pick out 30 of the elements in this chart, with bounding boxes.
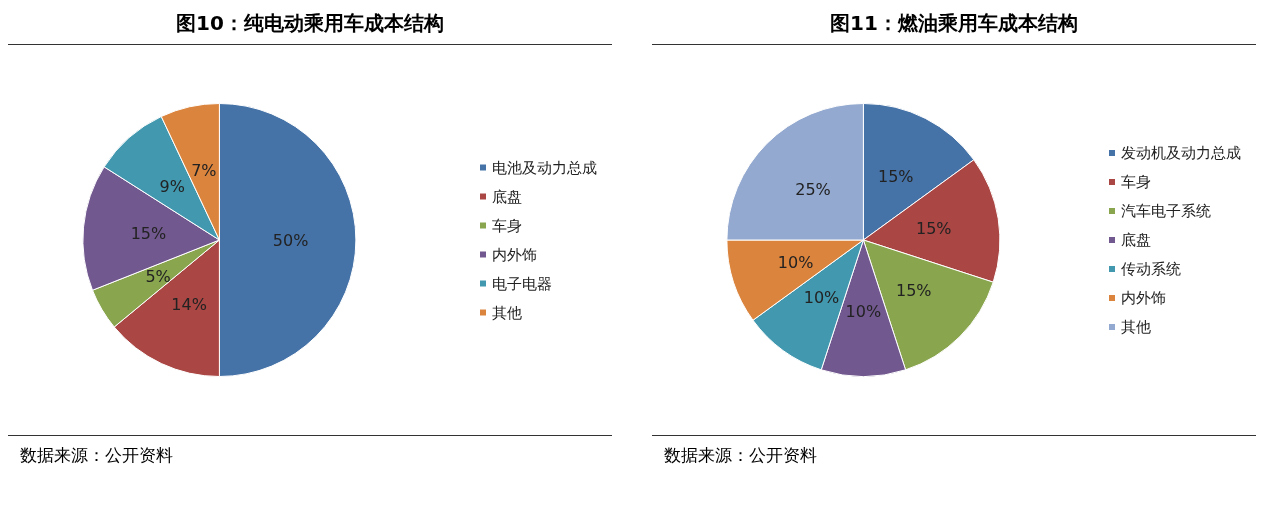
data-label: 15% (877, 167, 914, 187)
legend-label: 电池及动力总成 (492, 158, 597, 177)
source-note: 数据来源：公开资料 (19, 444, 174, 467)
source-note: 数据来源：公开资料 (663, 444, 818, 467)
data-label: 15% (915, 219, 952, 239)
data-label: 50% (272, 230, 309, 250)
chart-title: 图10：纯电动乘用车成本结构 (175, 10, 445, 37)
legend-label: 其他 (492, 303, 522, 322)
data-label: 7% (191, 160, 217, 180)
data-label: 10% (845, 301, 882, 321)
data-label: 10% (777, 252, 814, 272)
data-label: 15% (130, 223, 167, 243)
legend-label: 电子电器 (492, 274, 552, 293)
chart-title: 图11：燃油乘用车成本结构 (829, 10, 1079, 37)
legend-label: 其他 (1121, 318, 1151, 336)
legend-label: 内外饰 (492, 245, 537, 264)
data-label: 10% (803, 288, 840, 308)
legend-label: 传动系统 (1121, 260, 1181, 278)
legend-label: 汽车电子系统 (1121, 202, 1211, 220)
legend-label: 底盘 (492, 187, 522, 206)
data-label: 15% (896, 280, 932, 300)
legend-label: 内外饰 (1121, 289, 1166, 307)
legend-label: 底盘 (1121, 231, 1151, 249)
data-label: 25% (795, 180, 831, 200)
legend-label: 车身 (1121, 173, 1151, 191)
legend-label: 发动机及动力总成 (1121, 144, 1241, 162)
data-label: 5% (145, 266, 171, 286)
data-label: 14% (171, 294, 207, 314)
data-label: 9% (159, 177, 185, 197)
legend-label: 车身 (492, 216, 522, 235)
